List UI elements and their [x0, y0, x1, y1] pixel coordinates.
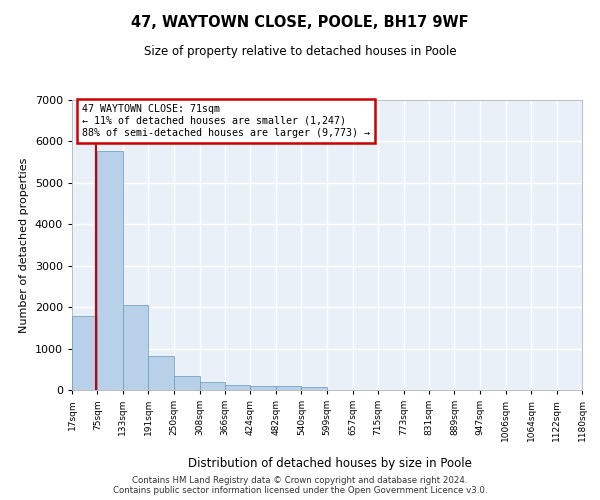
Bar: [123, 304, 148, 390]
Bar: [174, 376, 200, 390]
Bar: [148, 356, 174, 390]
Text: 47 WAYTOWN CLOSE: 71sqm
← 11% of detached houses are smaller (1,247)
88% of semi: 47 WAYTOWN CLOSE: 71sqm ← 11% of detache…: [82, 104, 370, 138]
Bar: [72, 316, 97, 390]
Bar: [301, 387, 327, 390]
Bar: [200, 382, 225, 390]
Text: Size of property relative to detached houses in Poole: Size of property relative to detached ho…: [143, 45, 457, 58]
Text: Contains HM Land Registry data © Crown copyright and database right 2024.
Contai: Contains HM Land Registry data © Crown c…: [113, 476, 487, 495]
Bar: [225, 385, 250, 390]
Bar: [97, 150, 123, 390]
Bar: [276, 386, 301, 390]
Bar: [250, 386, 276, 390]
Text: Distribution of detached houses by size in Poole: Distribution of detached houses by size …: [188, 458, 472, 470]
Text: 47, WAYTOWN CLOSE, POOLE, BH17 9WF: 47, WAYTOWN CLOSE, POOLE, BH17 9WF: [131, 15, 469, 30]
Y-axis label: Number of detached properties: Number of detached properties: [19, 158, 29, 332]
